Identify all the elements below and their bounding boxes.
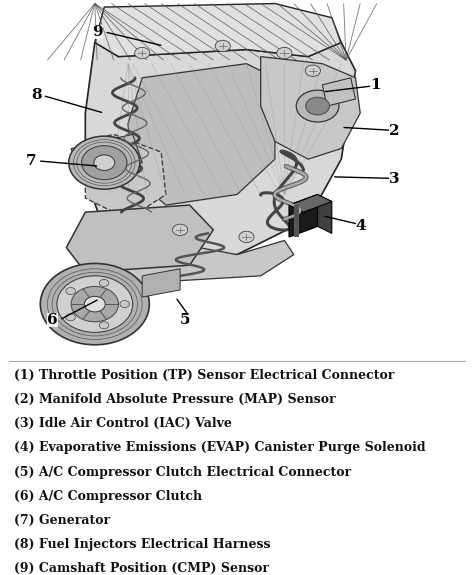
Polygon shape	[261, 56, 360, 159]
Circle shape	[296, 90, 339, 122]
Polygon shape	[66, 205, 213, 273]
Circle shape	[69, 136, 140, 189]
Circle shape	[215, 40, 230, 52]
Text: (2) Manifold Absolute Pressure (MAP) Sensor: (2) Manifold Absolute Pressure (MAP) Sen…	[14, 393, 336, 407]
Circle shape	[82, 145, 127, 179]
Circle shape	[99, 322, 109, 329]
Circle shape	[57, 276, 133, 332]
Circle shape	[173, 224, 188, 236]
Polygon shape	[128, 64, 275, 205]
Polygon shape	[85, 43, 356, 255]
Text: (6) A/C Compressor Clutch: (6) A/C Compressor Clutch	[14, 490, 202, 503]
Circle shape	[66, 314, 75, 321]
Polygon shape	[318, 194, 332, 233]
Text: 2: 2	[389, 124, 399, 138]
Circle shape	[99, 279, 109, 286]
Text: 1: 1	[370, 78, 380, 92]
Text: 6: 6	[47, 313, 58, 327]
Polygon shape	[289, 194, 332, 212]
Text: 4: 4	[356, 219, 366, 233]
Circle shape	[135, 47, 150, 59]
Circle shape	[40, 263, 149, 345]
Text: 8: 8	[31, 89, 41, 102]
Text: (4) Evaporative Emissions (EVAP) Canister Purge Solenoid: (4) Evaporative Emissions (EVAP) Caniste…	[14, 442, 426, 454]
Circle shape	[84, 296, 105, 312]
Text: (1) Throttle Position (TP) Sensor Electrical Connector: (1) Throttle Position (TP) Sensor Electr…	[14, 369, 394, 382]
Polygon shape	[85, 135, 166, 219]
Circle shape	[305, 65, 320, 76]
Text: 5: 5	[180, 313, 191, 327]
Text: 3: 3	[389, 171, 399, 186]
Circle shape	[71, 286, 118, 322]
Text: (5) A/C Compressor Clutch Electrical Connector: (5) A/C Compressor Clutch Electrical Con…	[14, 466, 351, 478]
Circle shape	[94, 155, 115, 170]
Circle shape	[277, 47, 292, 59]
Polygon shape	[294, 205, 299, 237]
Polygon shape	[71, 135, 142, 177]
Circle shape	[306, 97, 329, 115]
Text: (9) Camshaft Position (CMP) Sensor: (9) Camshaft Position (CMP) Sensor	[14, 562, 269, 575]
Circle shape	[239, 231, 254, 243]
Polygon shape	[95, 3, 341, 56]
Text: (8) Fuel Injectors Electrical Harness: (8) Fuel Injectors Electrical Harness	[14, 538, 271, 551]
Text: (7) Generator: (7) Generator	[14, 513, 110, 527]
Text: 7: 7	[26, 154, 36, 168]
Polygon shape	[142, 269, 180, 297]
Polygon shape	[85, 230, 294, 283]
Text: (3) Idle Air Control (IAC) Valve: (3) Idle Air Control (IAC) Valve	[14, 417, 232, 431]
Circle shape	[66, 288, 75, 294]
Circle shape	[120, 301, 129, 308]
Polygon shape	[322, 78, 356, 106]
Text: 9: 9	[92, 25, 103, 39]
Polygon shape	[289, 194, 318, 237]
